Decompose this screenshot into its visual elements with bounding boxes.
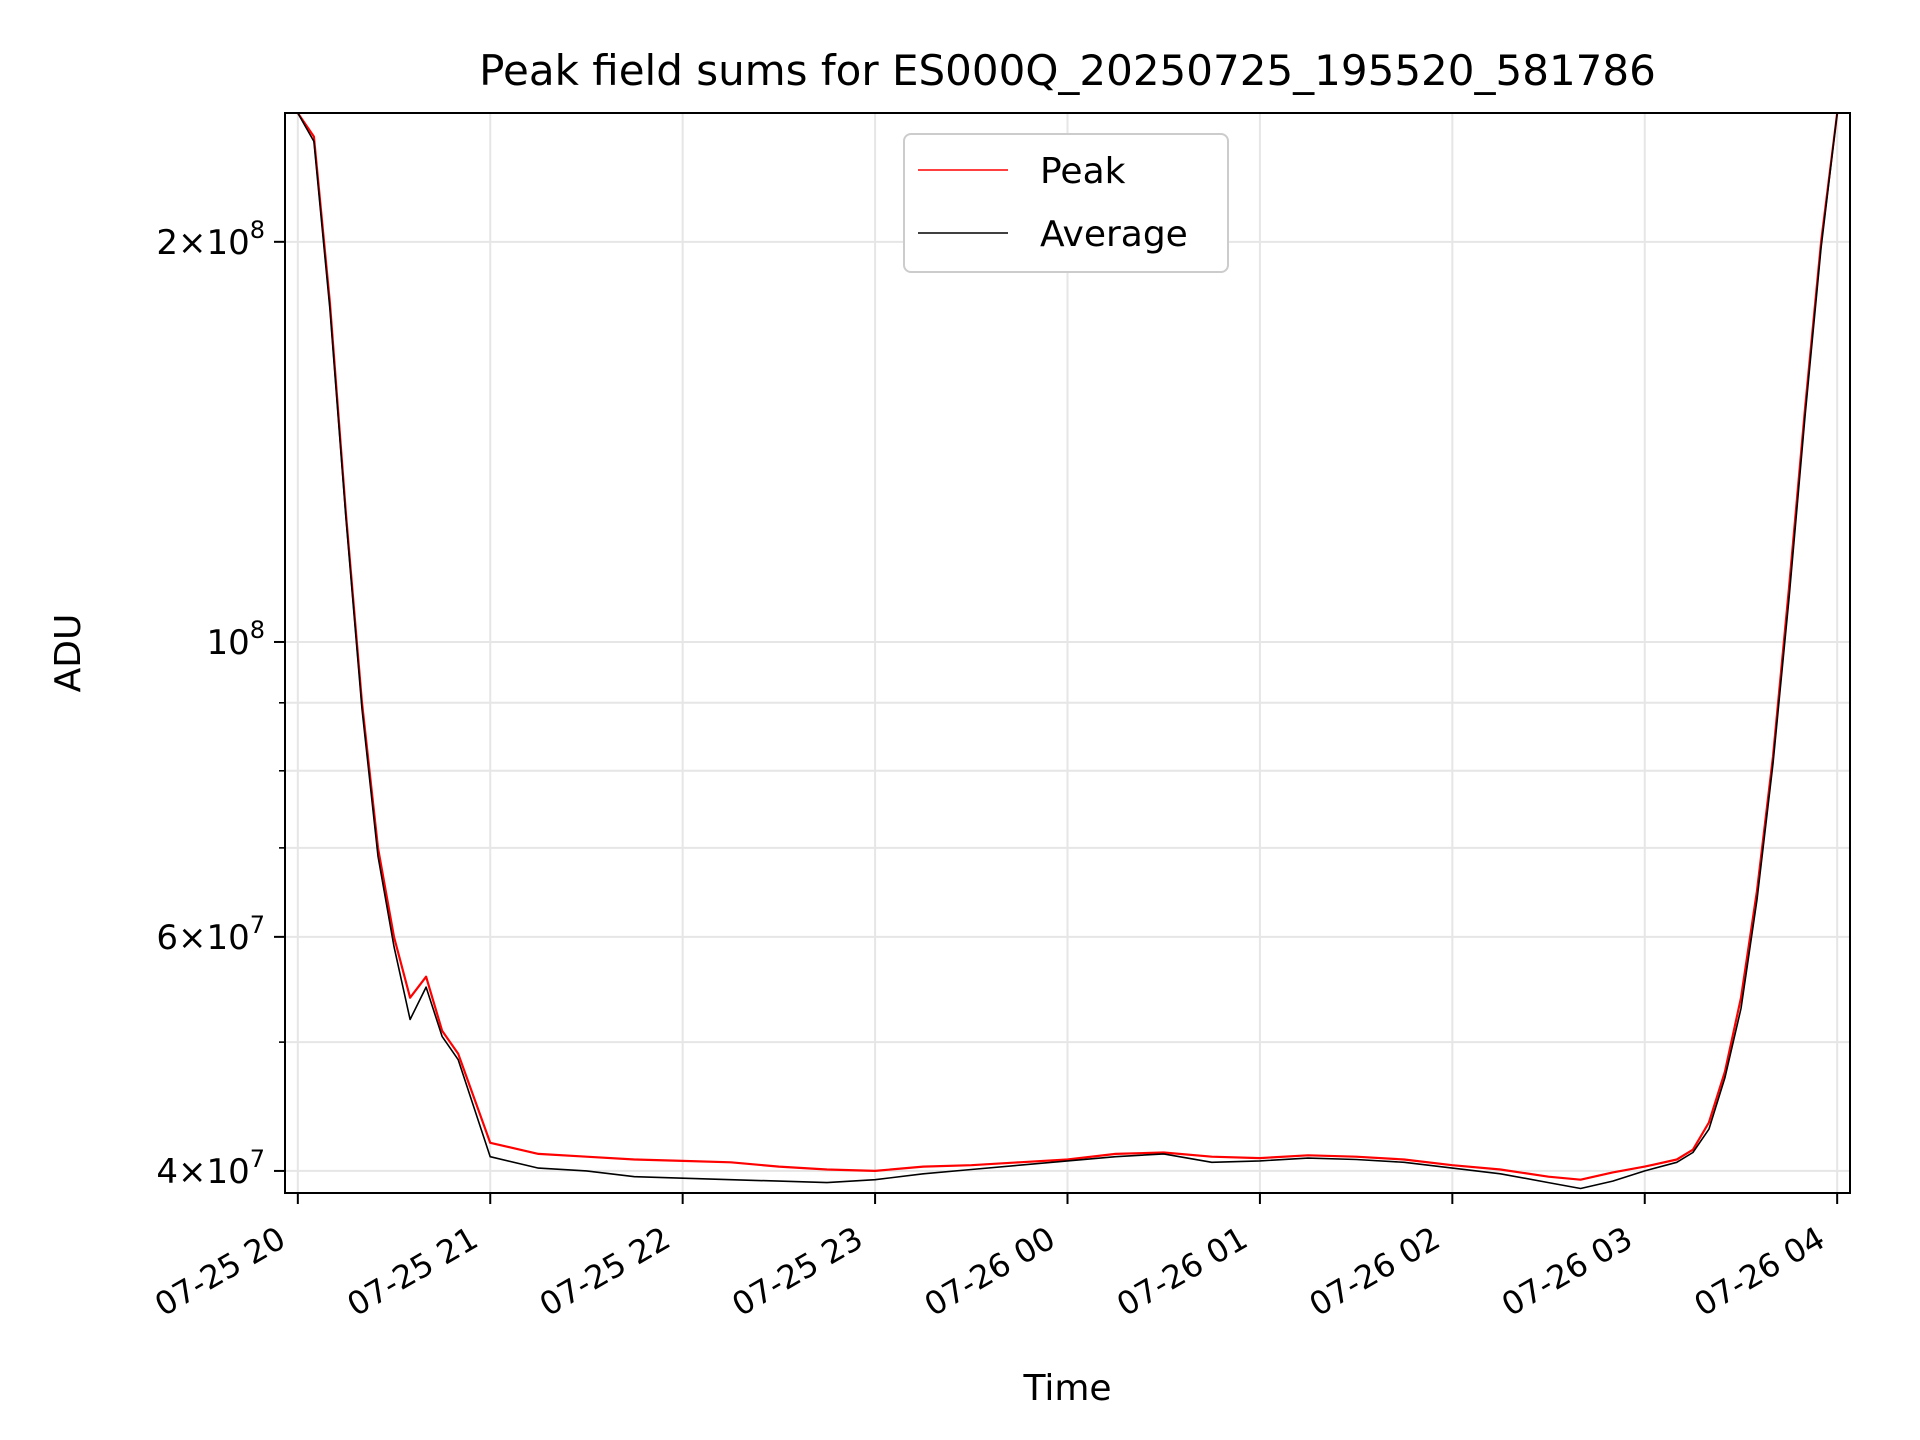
y-tick-base: 10 <box>206 918 249 958</box>
y-tick-label: 108 <box>206 616 265 663</box>
y-tick-exponent: 7 <box>250 1145 265 1173</box>
y-tick-times: × <box>178 918 207 958</box>
chart-title: Peak field sums for ES000Q_20250725_1955… <box>479 46 1656 95</box>
y-tick-base: 10 <box>206 223 249 263</box>
y-tick-mantissa: 4 <box>156 1152 178 1192</box>
y-tick-exponent: 8 <box>250 616 265 644</box>
y-tick-mantissa: 6 <box>156 918 178 958</box>
series-line-average <box>297 113 1838 1190</box>
y-tick-label: 2×108 <box>156 216 265 263</box>
legend-box <box>903 133 1229 273</box>
y-axis-label: ADU <box>48 614 89 693</box>
series-line-peak <box>296 113 1839 1181</box>
x-axis-label: Time <box>1022 1368 1111 1409</box>
y-tick-times: × <box>178 1152 207 1192</box>
y-tick-label: 6×107 <box>156 911 265 958</box>
y-tick-base: 10 <box>206 1152 249 1192</box>
y-tick-exponent: 8 <box>250 216 265 244</box>
y-tick-times: × <box>178 223 207 263</box>
y-tick-exponent: 7 <box>250 911 265 939</box>
y-tick-mantissa: 2 <box>156 223 178 263</box>
legend: Peak Average <box>903 133 1229 273</box>
grid <box>285 113 1850 1193</box>
legend-label-average: Average <box>1040 214 1188 255</box>
legend-label-peak: Peak <box>1040 151 1126 192</box>
y-tick-base: 10 <box>206 623 249 663</box>
series-layer <box>296 113 1839 1190</box>
y-tick-label: 4×107 <box>156 1145 265 1192</box>
